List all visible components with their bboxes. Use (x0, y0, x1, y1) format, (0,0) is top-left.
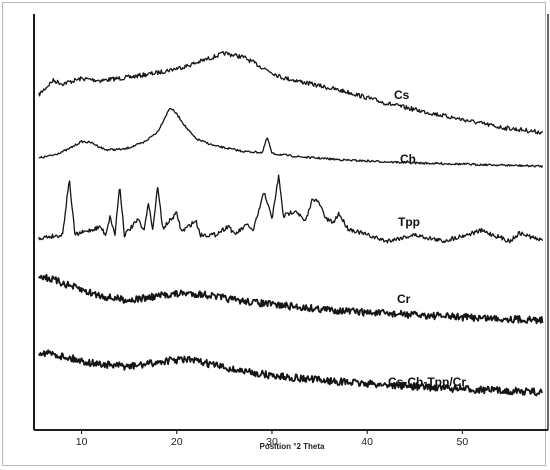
series-label: Cs (394, 88, 410, 102)
series-label: Cr (397, 292, 411, 306)
x-tick-label: 10 (76, 436, 88, 448)
x-axis-ticks: 10 20 30 40 50 (76, 430, 468, 448)
series-label: Tpp (398, 215, 420, 229)
series-labels: Cs Ch Tpp Cr Cs-Ch-Tpp/Cr (388, 88, 466, 389)
x-tick-label: 30 (266, 436, 278, 448)
x-tick-label: 20 (171, 436, 183, 448)
series-label: Ch (400, 152, 416, 166)
trace-tpp (38, 174, 544, 244)
trace-cs (38, 50, 544, 135)
trace-ch (38, 107, 544, 168)
series-label: Cs-Ch-Tpp/Cr (388, 375, 466, 389)
trace-cs-ch-tpp-cr (38, 349, 544, 397)
x-axis-label: Position °2 Theta (260, 442, 326, 451)
trace-group (38, 50, 544, 397)
trace-cr (38, 273, 544, 325)
x-tick-label: 40 (361, 436, 373, 448)
x-tick-label: 50 (456, 436, 468, 448)
